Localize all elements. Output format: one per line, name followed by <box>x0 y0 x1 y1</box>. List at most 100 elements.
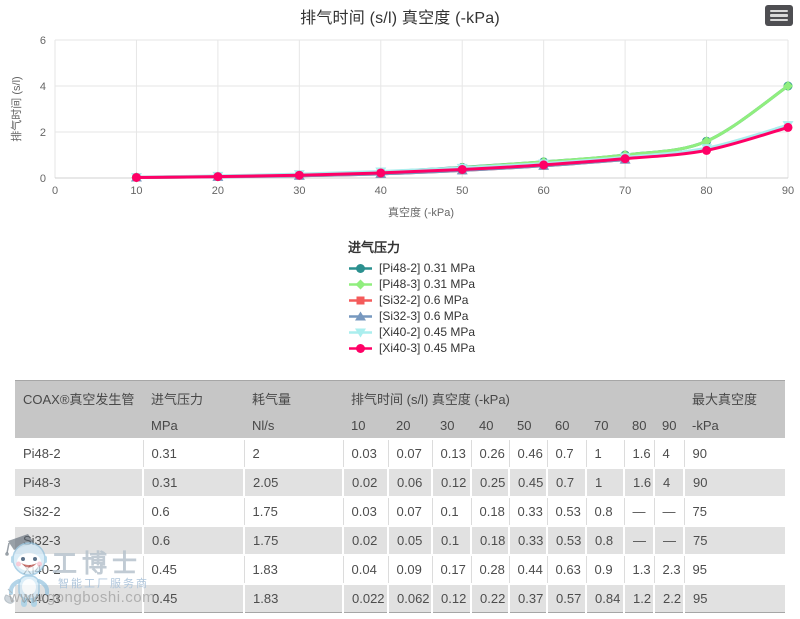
col-subheader-mpa: MPa <box>143 413 244 439</box>
y-tick-label: 6 <box>40 35 46 47</box>
legend-label: [Xi40-3] 0.45 MPa <box>379 341 476 355</box>
table-cell: 1.75 <box>243 496 343 526</box>
col-header-max-vacuum: 最大真空度 <box>684 380 786 413</box>
spec-table-wrap: COAX®真空发生管 进气压力 耗气量 排气时间 (s/l) 真空度 (-kPa) 最大… <box>15 380 786 613</box>
table-row-xi40-3: Xi40-3 0.45 1.83 0.022 0.062 0.12 0.22 0.37 0.57… <box>15 583 786 613</box>
data-point <box>457 164 467 174</box>
table-cell: 0.63 <box>546 554 586 584</box>
table-cell: 0.57 <box>546 583 586 613</box>
table-row-xi40-2: Xi40-2 0.45 1.83 0.04 0.09 0.17 0.28 0.44 0.63 0.… <box>15 554 786 584</box>
x-tick-label: 70 <box>619 185 631 197</box>
table-cell: 1.3 <box>623 554 654 584</box>
table-cell: 0.7 <box>546 438 586 468</box>
col-subheader-minus-kpa: -kPa <box>684 413 786 439</box>
col-header-air-consumption: 耗气量 <box>244 380 343 413</box>
data-point <box>376 168 386 178</box>
data-point <box>539 160 549 170</box>
square-marker-icon <box>349 296 372 304</box>
x-tick-label: 40 <box>375 185 387 197</box>
table-cell: 1.75 <box>243 525 343 555</box>
col-header-evacuation-time: 排气时间 (s/l) 真空度 (-kPa) <box>343 380 685 413</box>
table-cell: 0.07 <box>387 496 432 526</box>
legend-item-pi48-2031mpa[interactable]: [Pi48-2] 0.31 MPa <box>348 260 475 276</box>
table-cell: 1.6 <box>623 438 654 468</box>
col-subheader-kpa-80: 80 <box>624 413 654 439</box>
x-axis-title: 真空度 (-kPa) <box>388 207 454 219</box>
table-cell: 0.1 <box>431 525 471 555</box>
table-cell: 0.03 <box>342 496 388 526</box>
table-cell: 95 <box>683 583 786 613</box>
table-cell: 0.44 <box>508 554 547 584</box>
chart-legend: 进气压力 [Pi48-2] 0.31 MPa [Pi48-3] 0.31 MPa[… <box>348 237 475 356</box>
table-cell: 0.45 <box>142 554 244 584</box>
cell-model: Xi40-3 <box>15 583 143 613</box>
legend-item-xi40-2045mpa[interactable]: [Xi40-2] 0.45 MPa <box>348 324 475 340</box>
triangle-marker-icon <box>349 311 372 320</box>
cell-model: Si32-2 <box>15 496 143 526</box>
circle-marker-icon <box>349 343 372 353</box>
table-cell: — <box>623 496 654 526</box>
table-cell: 2.05 <box>243 467 343 497</box>
chart-title: 排气时间 (s/l) 真空度 (-kPa) <box>300 10 500 27</box>
diamond-marker-icon <box>349 279 372 289</box>
legend-label: [Si32-3] 0.6 MPa <box>379 309 469 323</box>
cell-model: Si32-3 <box>15 525 143 555</box>
table-cell: 0.22 <box>470 583 509 613</box>
data-point <box>620 154 630 164</box>
table-cell: 0.6 <box>142 496 244 526</box>
table-cell: 0.53 <box>546 525 586 555</box>
cell-model: Pi48-3 <box>15 467 143 497</box>
x-tick-label: 30 <box>293 185 305 197</box>
table-cell: 95 <box>683 554 786 584</box>
chart-context-menu-button[interactable] <box>765 5 793 26</box>
table-cell: 0.03 <box>342 438 388 468</box>
table-cell: 1.83 <box>243 583 343 613</box>
y-tick-label: 2 <box>40 127 46 139</box>
table-cell: 0.25 <box>470 467 509 497</box>
table-row-si32-2: Si32-2 0.6 1.75 0.03 0.07 0.1 0.18 0.33 0.53 0.8—… <box>15 496 786 526</box>
table-cell: 0.06 <box>387 467 432 497</box>
table-cell: 0.022 <box>342 583 388 613</box>
table-cell: 4 <box>652 467 685 497</box>
data-point <box>701 136 712 147</box>
table-cell: 0.37 <box>508 583 547 613</box>
table-cell: 0.062 <box>387 583 432 613</box>
table-cell: 2.3 <box>653 554 685 584</box>
table-row-pi48-2: Pi48-2 0.31 2 0.03 0.07 0.13 0.26 0.46 0.7 1 1.6 4 9… <box>15 438 786 468</box>
col-header-generator: COAX®真空发生管 <box>15 380 143 439</box>
x-tick-label: 60 <box>538 185 550 197</box>
col-subheader-kpa-90: 90 <box>654 413 685 439</box>
col-subheader-kpa-20: 20 <box>388 413 432 439</box>
circle-marker-icon <box>349 263 372 273</box>
triangle-down-marker-icon <box>349 328 372 337</box>
legend-item-pi48-3031mpa[interactable]: [Pi48-3] 0.31 MPa <box>348 276 475 292</box>
chart-canvas: 0 10 20 30 40 50 60 70 80 90 0 2 4 6 <box>40 35 794 197</box>
data-point <box>131 172 141 182</box>
table-cell: 0.53 <box>546 496 586 526</box>
table-cell: 0.04 <box>342 554 388 584</box>
x-tick-label: 10 <box>130 185 142 197</box>
table-cell: 0.7 <box>546 467 586 497</box>
data-point <box>783 122 793 132</box>
data-point <box>702 145 712 155</box>
table-cell: 90 <box>683 467 786 497</box>
legend-label: [Xi40-2] 0.45 MPa <box>379 325 476 339</box>
x-tick-label: 80 <box>700 185 712 197</box>
x-tick-label: 0 <box>52 185 58 197</box>
table-cell: 1 <box>585 438 624 468</box>
table-cell: 2 <box>243 438 343 468</box>
table-cell: 1.2 <box>623 583 654 613</box>
table-cell: 0.46 <box>508 438 547 468</box>
table-cell: 75 <box>683 525 786 555</box>
legend-item-xi40-3045mpa[interactable]: [Xi40-3] 0.45 MPa <box>348 340 475 356</box>
table-cell: 0.1 <box>431 496 471 526</box>
legend-item-si32-206mpa[interactable]: [Si32-2] 0.6 MPa <box>348 292 475 308</box>
cell-model: Pi48-2 <box>15 438 143 468</box>
table-cell: 2.2 <box>652 583 685 613</box>
legend-item-si32-306mpa[interactable]: [Si32-3] 0.6 MPa <box>348 308 475 324</box>
table-cell: 0.12 <box>431 583 471 613</box>
col-subheader-kpa-30: 30 <box>432 413 471 439</box>
x-tick-label: 20 <box>212 185 224 197</box>
table-cell: 0.45 <box>508 467 547 497</box>
data-point <box>783 81 793 91</box>
